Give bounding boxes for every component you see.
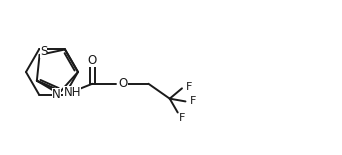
Text: F: F [189, 96, 196, 106]
Text: O: O [88, 54, 97, 67]
Text: S: S [40, 45, 47, 58]
Text: NH: NH [63, 86, 81, 99]
Text: F: F [186, 82, 192, 92]
Text: O: O [119, 77, 128, 90]
Text: N: N [52, 88, 61, 101]
Text: F: F [179, 113, 185, 122]
